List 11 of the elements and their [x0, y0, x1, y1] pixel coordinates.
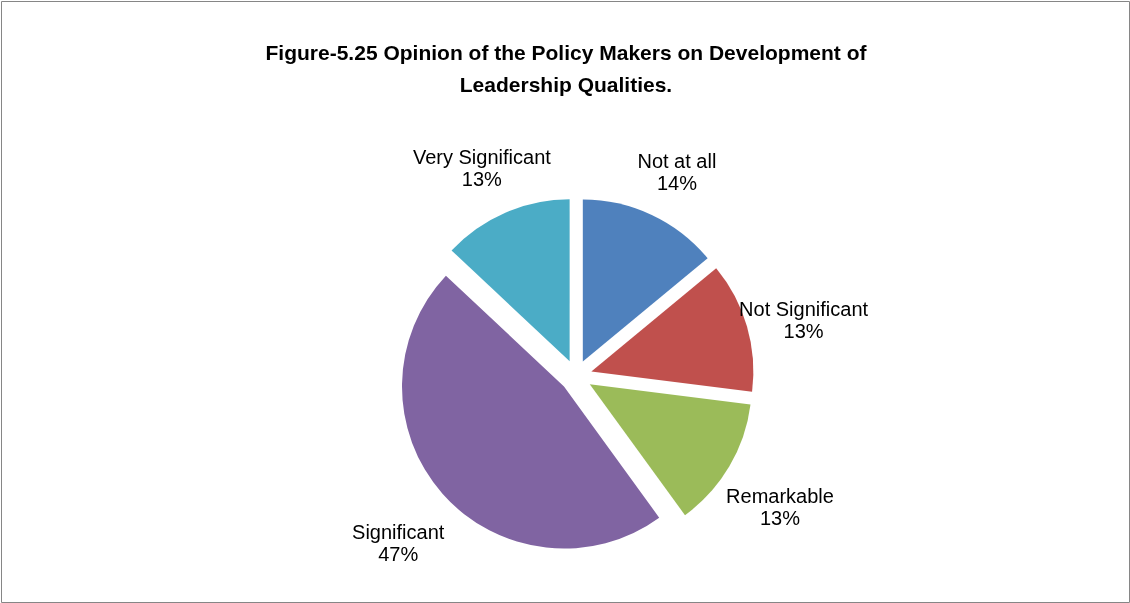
chart-title: Figure-5.25 Opinion of the Policy Makers on Development of Leadership Qualities.	[265, 41, 868, 96]
data-label: 13%	[461, 168, 503, 191]
slice-label: Not Significant	[739, 297, 869, 320]
slice-label: Very Significant	[412, 146, 552, 169]
slice-label: Not at all	[637, 149, 717, 172]
data-label: 47%	[378, 542, 419, 565]
slice-label: Significant	[352, 520, 445, 543]
data-label: 13%	[783, 319, 824, 342]
data-label: 14%	[656, 171, 698, 194]
slice-label: Remarkable	[726, 484, 834, 507]
data-label: 13%	[759, 506, 801, 529]
